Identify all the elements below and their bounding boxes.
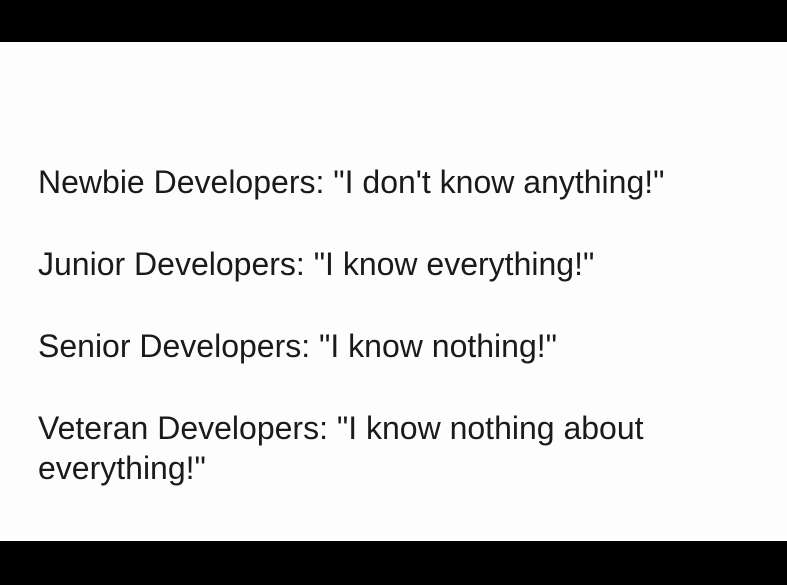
- bottom-letterbox-bar: [0, 541, 787, 585]
- junior-line: Junior Developers: "I know everything!": [38, 246, 595, 282]
- text-panel: Newbie Developers: "I don't know anythin…: [0, 42, 787, 541]
- top-letterbox-bar: [0, 0, 787, 42]
- senior-line: Senior Developers: "I know nothing!": [38, 328, 557, 364]
- newbie-line: Newbie Developers: "I don't know anythin…: [38, 164, 665, 200]
- veteran-line: Veteran Developers: "I know nothing abou…: [38, 410, 644, 486]
